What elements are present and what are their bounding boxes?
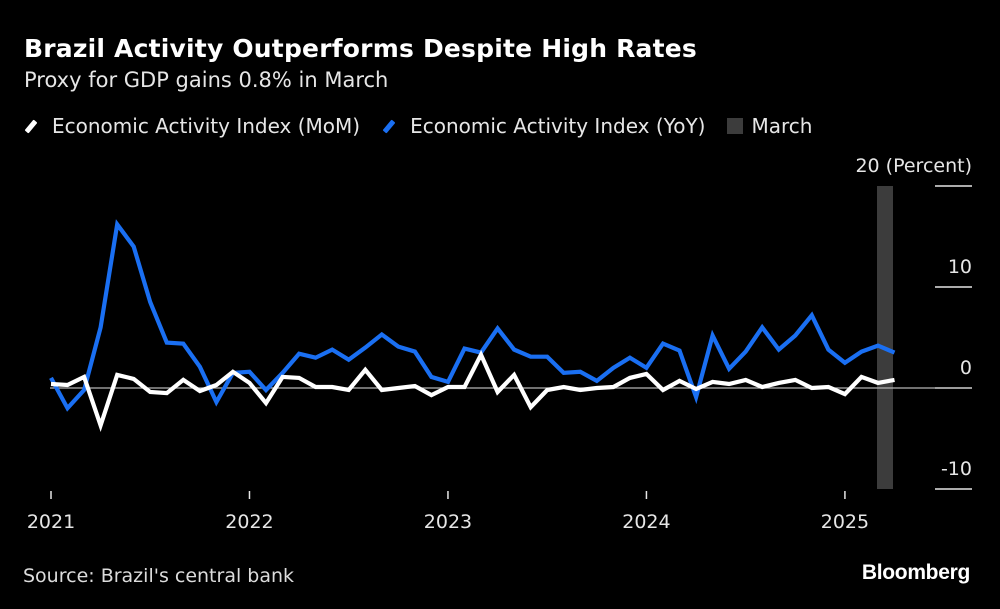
legend-label-yoy: Economic Activity Index (YoY) [410, 114, 706, 138]
x-tick-label-2022: 2022 [225, 511, 273, 533]
y-tick-label-10: 10 [948, 256, 972, 278]
legend: Economic Activity Index (MoM) Economic A… [24, 114, 834, 138]
series-line-yoy [49, 219, 896, 412]
y-tick-label-20: 20 (Percent) [855, 155, 972, 177]
series-line-mom [50, 349, 895, 433]
y-tick-label--10: -10 [941, 458, 972, 480]
legend-item-mom: Economic Activity Index (MoM) [24, 114, 360, 138]
legend-label-march: March [751, 114, 813, 138]
box-swatch-icon [727, 118, 744, 134]
x-tick-label-2025: 2025 [821, 511, 869, 533]
bloomberg-logo: Bloomberg [861, 561, 970, 584]
chart-title: Brazil Activity Outperforms Despite High… [24, 34, 698, 63]
legend-label-mom: Economic Activity Index (MoM) [52, 114, 361, 138]
x-tick-label-2023: 2023 [424, 511, 472, 533]
chart-subtitle: Proxy for GDP gains 0.8% in March [24, 68, 389, 92]
legend-item-march: March [727, 114, 812, 138]
highlight-bar-march [877, 186, 893, 489]
legend-item-yoy: Economic Activity Index (YoY) [382, 114, 705, 138]
y-tick-label-0: 0 [960, 357, 972, 379]
source-note: Source: Brazil's central bank [23, 565, 295, 587]
x-tick-label-2024: 2024 [622, 511, 670, 533]
x-tick-label-2021: 2021 [27, 511, 75, 533]
